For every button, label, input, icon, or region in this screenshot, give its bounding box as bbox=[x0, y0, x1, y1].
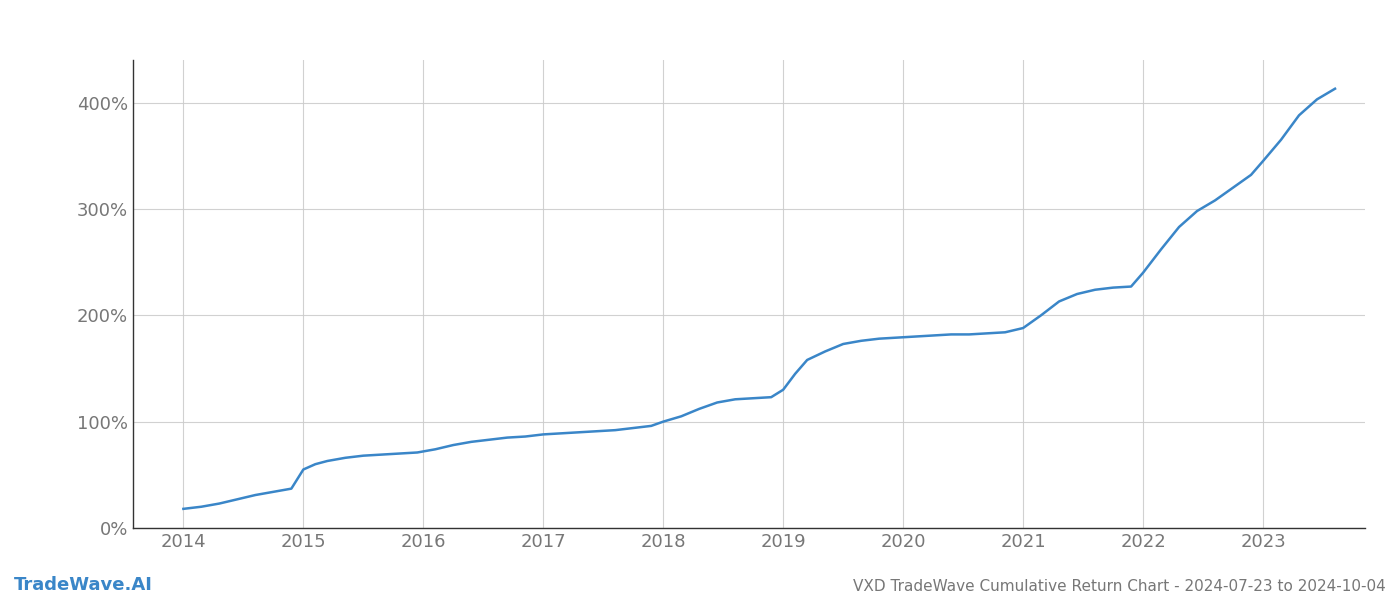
Text: TradeWave.AI: TradeWave.AI bbox=[14, 576, 153, 594]
Text: VXD TradeWave Cumulative Return Chart - 2024-07-23 to 2024-10-04: VXD TradeWave Cumulative Return Chart - … bbox=[853, 579, 1386, 594]
